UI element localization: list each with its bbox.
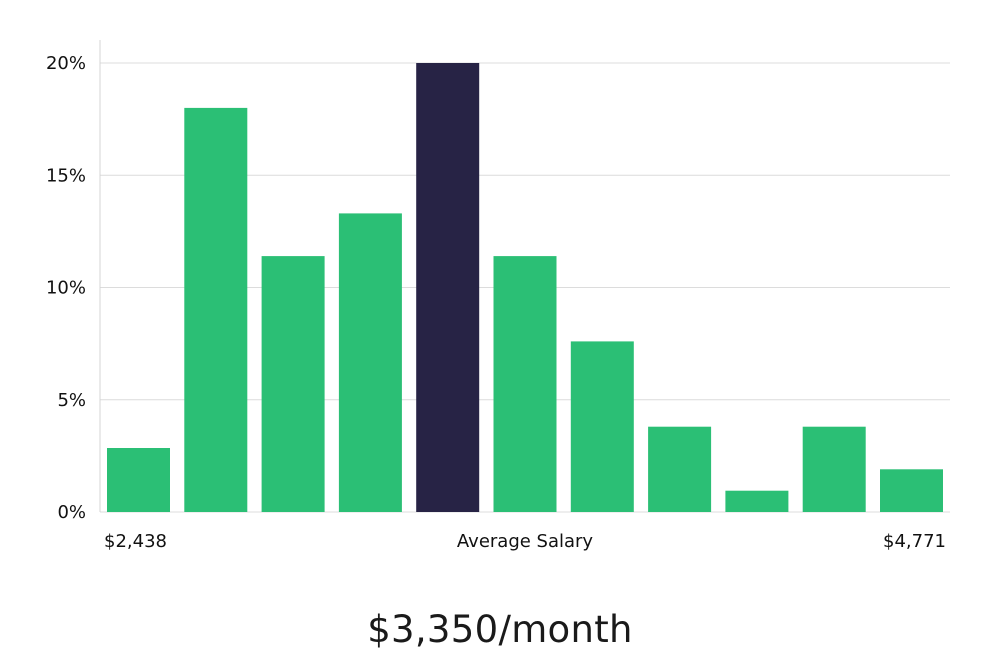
- bar: [880, 469, 943, 512]
- average-salary-caption: $3,350/month: [367, 608, 633, 651]
- y-tick-label: 15%: [46, 165, 86, 186]
- bars: [107, 63, 943, 513]
- bar: [725, 490, 789, 512]
- bar: [184, 107, 248, 513]
- y-tick-label: 10%: [46, 278, 86, 299]
- bar: [338, 213, 402, 512]
- salary-histogram: 0% 5% 10% 15% 20% $2,438 Average Salary $4,7…: [46, 40, 950, 552]
- bar: [570, 341, 634, 512]
- bar: [107, 448, 170, 512]
- bar-average-salary: [416, 63, 480, 512]
- y-tick-label: 0%: [57, 502, 86, 523]
- bar: [802, 426, 866, 512]
- x-label-max: $4,771: [883, 531, 946, 552]
- bar: [493, 256, 557, 512]
- bar: [648, 426, 712, 512]
- bar: [261, 256, 325, 512]
- y-tick-labels: 0% 5% 10% 15% 20%: [46, 53, 86, 523]
- y-tick-label: 5%: [57, 390, 86, 411]
- y-tick-label: 20%: [46, 53, 86, 74]
- x-label-average-salary: Average Salary: [457, 531, 594, 552]
- x-label-min: $2,438: [104, 531, 167, 552]
